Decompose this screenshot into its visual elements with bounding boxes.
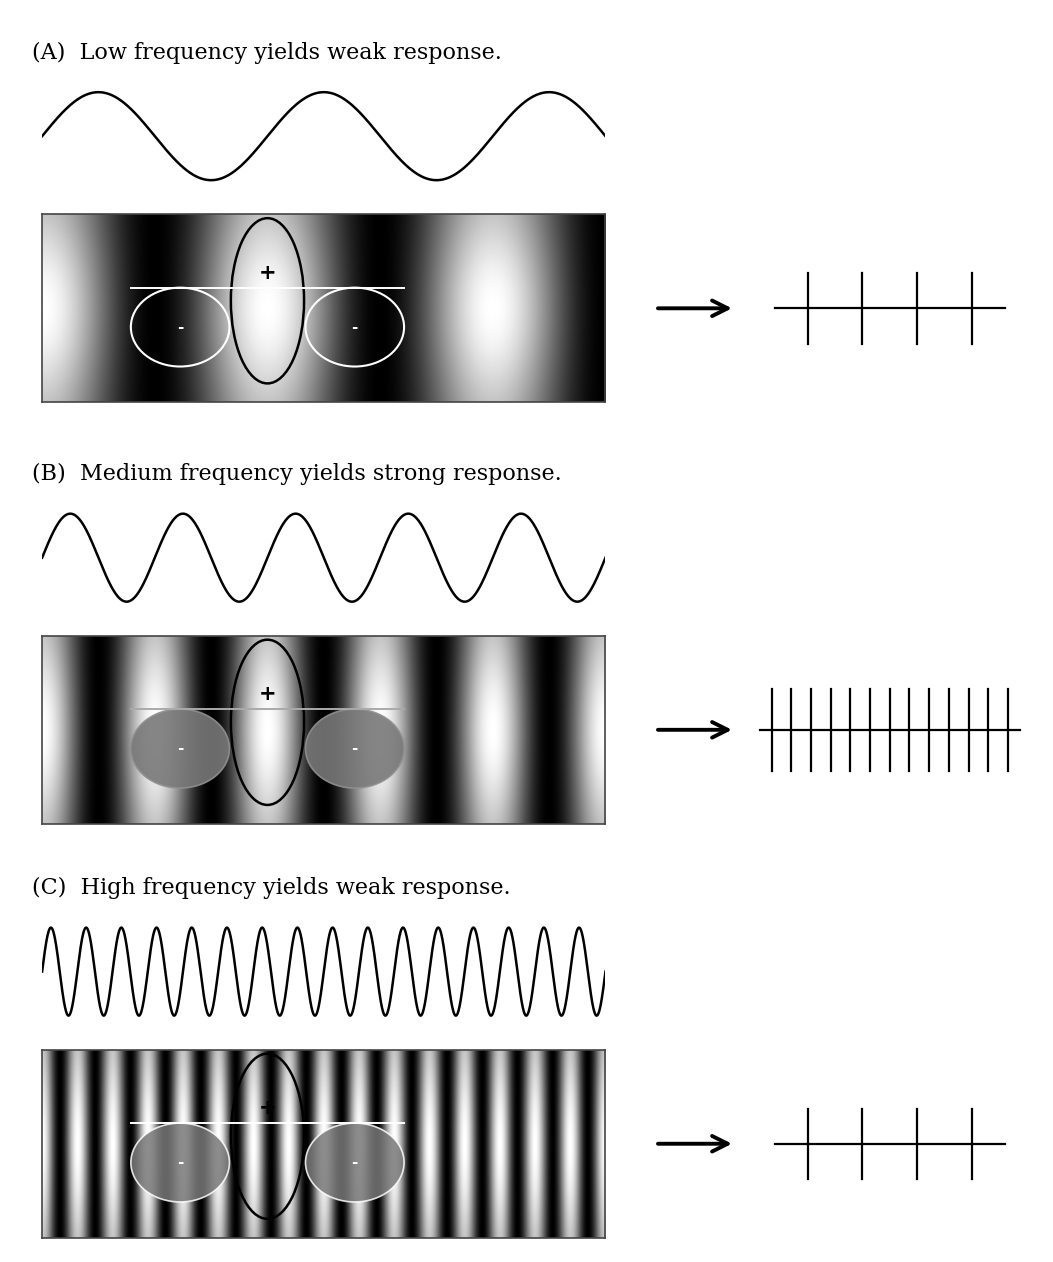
- Text: -: -: [352, 319, 358, 334]
- Ellipse shape: [305, 709, 404, 787]
- Text: -: -: [177, 1155, 183, 1170]
- Ellipse shape: [305, 1123, 404, 1201]
- Text: (C)  High frequency yields weak response.: (C) High frequency yields weak response.: [32, 877, 511, 900]
- Ellipse shape: [131, 709, 230, 787]
- Ellipse shape: [131, 1123, 230, 1201]
- Text: +: +: [259, 684, 276, 704]
- Text: (B)  Medium frequency yields strong response.: (B) Medium frequency yields strong respo…: [32, 463, 561, 486]
- Text: -: -: [177, 319, 183, 334]
- Text: -: -: [177, 741, 183, 756]
- Text: +: +: [259, 1098, 276, 1118]
- Text: -: -: [352, 1155, 358, 1170]
- Text: (A)  Low frequency yields weak response.: (A) Low frequency yields weak response.: [32, 42, 501, 64]
- Text: -: -: [352, 741, 358, 756]
- Text: +: +: [259, 262, 276, 283]
